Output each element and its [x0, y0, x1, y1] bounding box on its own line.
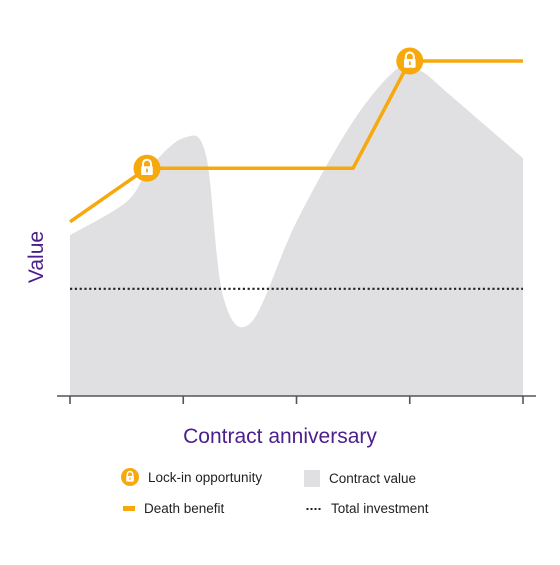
line-swatch: [123, 505, 135, 512]
lock-icon: [121, 468, 139, 486]
legend-item-death-benefit: Death benefit: [123, 501, 224, 516]
legend-item-lock-in: Lock-in opportunity: [121, 468, 262, 486]
legend-label: Total investment: [331, 501, 429, 516]
area-swatch: [304, 470, 320, 487]
lock-shackle: [142, 158, 152, 167]
lock-keyhole: [146, 168, 148, 173]
death-benefit-line: [69, 59, 523, 224]
legend-label: Death benefit: [144, 501, 225, 516]
legend-label: Contract value: [329, 471, 417, 486]
y-axis-title: Value: [25, 230, 48, 284]
legend-label: Lock-in opportunity: [148, 469, 263, 485]
lock-in-marker: [396, 47, 424, 75]
dotted-swatch: [306, 507, 322, 511]
legend-item-contract-value: Contract value: [304, 470, 416, 487]
lock-keyhole: [408, 61, 411, 65]
legend-item-total-investment: Total investment: [306, 501, 429, 516]
contract-value-area: [70, 63, 523, 396]
lock-in-marker: [133, 154, 161, 182]
x-axis-title: Contract anniversary: [183, 425, 377, 448]
lock-shackle: [404, 51, 415, 60]
